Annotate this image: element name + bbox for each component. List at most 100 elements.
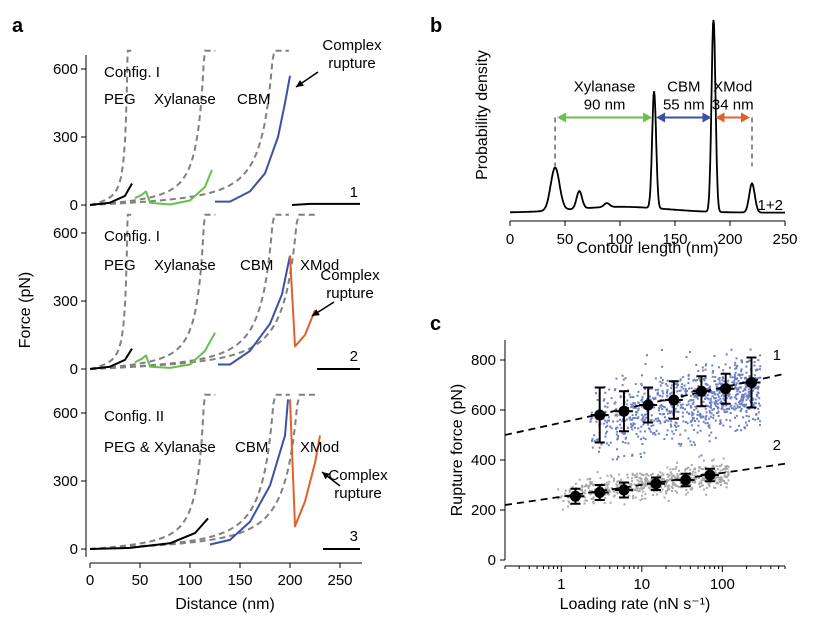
c-data-point: [641, 405, 644, 408]
c-data-point: [604, 484, 607, 487]
c-data-point: [736, 390, 739, 393]
c-data-point: [647, 486, 650, 489]
c-data-point: [740, 377, 743, 380]
c-data-point: [675, 422, 678, 425]
c-data-point: [633, 417, 636, 420]
c-data-point: [588, 478, 591, 481]
c-data-point: [608, 388, 611, 391]
c-data-point: [589, 418, 592, 421]
b-interval-arrowhead-right: [643, 112, 653, 123]
c-data-point: [731, 407, 734, 410]
c-data-point: [733, 408, 736, 411]
c-data-point: [645, 473, 648, 476]
c-data-point: [687, 377, 690, 380]
c-data-point: [715, 476, 718, 479]
c-data-point: [666, 379, 669, 382]
c-data-point: [610, 487, 613, 490]
c-data-point: [676, 473, 679, 476]
c-data-point: [727, 474, 730, 477]
c-data-point: [729, 397, 732, 400]
c-data-point: [632, 488, 635, 491]
c-data-point: [725, 486, 728, 489]
a-x-tick-label: 100: [177, 572, 202, 589]
c-data-point: [699, 415, 702, 418]
c-data-point: [583, 485, 586, 488]
c-data-point: [703, 379, 706, 382]
c-data-point: [644, 438, 647, 441]
b-interval-name: Xylanase: [574, 79, 636, 96]
c-data-point: [650, 414, 653, 417]
c-x-tick-label: 1: [557, 576, 565, 593]
c-data-point: [667, 487, 670, 490]
c-data-point: [655, 429, 658, 432]
c-data-point: [613, 479, 616, 482]
c-data-point: [606, 424, 609, 427]
panel-letter-b: b: [430, 15, 442, 37]
c-data-point: [564, 492, 567, 495]
c-data-point: [669, 392, 672, 395]
c-y-tick-label: 600: [471, 402, 496, 419]
c-data-point: [666, 429, 669, 432]
c-data-point: [667, 412, 670, 415]
a-fit-curve: [89, 393, 316, 550]
c-data-point: [642, 415, 645, 418]
c-data-point: [701, 369, 704, 372]
c-data-point: [616, 430, 619, 433]
c-data-point: [619, 423, 622, 426]
c-data-point: [687, 400, 690, 403]
c-data-point: [605, 426, 608, 429]
c-data-point: [717, 478, 720, 481]
c-data-point: [705, 415, 708, 418]
c-data-point: [658, 413, 661, 416]
c-data-point: [637, 390, 640, 393]
a-rupture-label-line: rupture: [326, 285, 374, 302]
c-data-point: [585, 499, 588, 502]
c-data-point: [627, 494, 630, 497]
a-trace-number: 1: [350, 184, 358, 201]
c-data-point: [693, 479, 696, 482]
c-data-point: [702, 459, 705, 462]
c-data-point: [702, 468, 705, 471]
c-data-point: [734, 378, 737, 381]
c-data-point: [694, 471, 697, 474]
c-data-point: [689, 483, 692, 486]
c-data-point: [676, 410, 679, 413]
c-data-point: [680, 404, 683, 407]
c-data-point: [710, 431, 713, 434]
c-data-point: [754, 376, 757, 379]
b-interval-arrowhead-left: [557, 112, 567, 123]
b-x-tick-label: 250: [772, 231, 797, 248]
c-data-point: [557, 488, 560, 491]
c-data-point: [621, 431, 624, 434]
c-data-point: [620, 426, 623, 429]
c-data-point: [719, 484, 722, 487]
c-data-point: [600, 485, 603, 488]
c-mean-point: [668, 394, 680, 406]
c-data-point: [727, 379, 730, 382]
c-data-point: [630, 487, 633, 490]
c-data-point: [621, 420, 624, 423]
c-data-point: [734, 361, 737, 364]
a-x-axis-label: Distance (nm): [175, 596, 275, 613]
c-data-point: [631, 454, 634, 457]
c-data-point: [719, 420, 722, 423]
c-data-point: [633, 426, 636, 429]
a-y-tick-label: 0: [70, 541, 78, 558]
c-data-point: [683, 384, 686, 387]
c-mean-point: [650, 478, 662, 490]
c-data-point: [624, 432, 627, 435]
c-data-point: [675, 386, 678, 389]
c-data-point: [616, 420, 619, 423]
c-data-point: [638, 487, 641, 490]
c-data-point: [644, 497, 647, 500]
c-data-point: [679, 444, 682, 447]
a-annotations: 1 Config. I 2 Config. I 3 Config. II PEG Xylana…: [104, 37, 388, 545]
c-data-point: [693, 476, 696, 479]
c-data-point: [694, 405, 697, 408]
c-data-point: [738, 424, 741, 427]
c-data-point: [645, 354, 648, 357]
c-data-point: [650, 478, 653, 481]
a-trace-number: 2: [350, 348, 358, 365]
c-data-point: [638, 477, 641, 480]
